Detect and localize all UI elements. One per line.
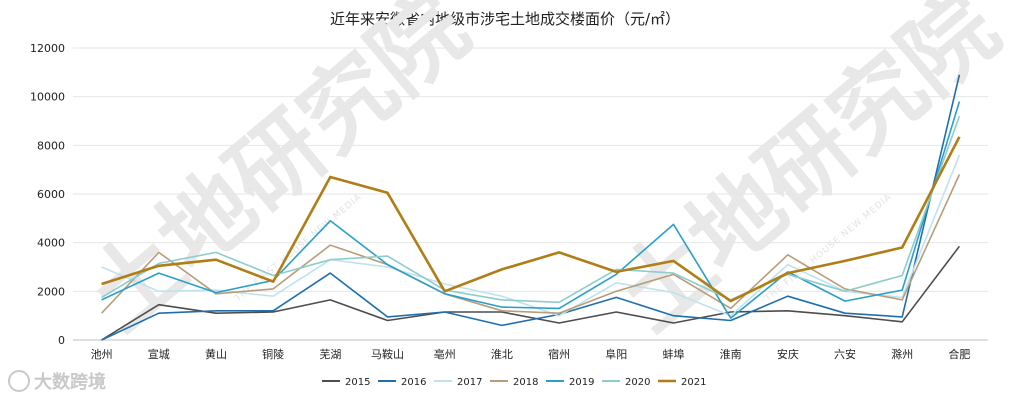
legend-item-2021: 2021	[658, 377, 706, 388]
x-tick-label: 宿州	[548, 347, 570, 361]
brand-logo: 大数跨境	[8, 368, 106, 394]
legend-label: 2020	[625, 377, 650, 388]
legend-label: 2018	[513, 377, 538, 388]
series-line-2016	[101, 74, 961, 341]
legend-item-2019: 2019	[546, 377, 594, 388]
legend-item-2016: 2016	[378, 377, 426, 388]
y-tick-label: 2000	[37, 285, 65, 298]
legend: 2015 2016 2017 2018 2019 2020 2021	[322, 377, 706, 388]
x-tick-label: 亳州	[434, 347, 456, 361]
series-line-2021	[101, 136, 961, 303]
legend-item-2017: 2017	[434, 377, 482, 388]
x-tick-label: 蚌埠	[662, 347, 684, 361]
brand-name: 大数跨境	[34, 372, 106, 393]
y-tick-label: 8000	[37, 139, 65, 152]
axes: 0 2000 4000 6000 8000 10000 12000 池州 宣城 黄山 铜陵 芜湖 马鞍山…	[30, 42, 970, 361]
x-tick-label: 阜阳	[605, 348, 627, 361]
legend-label: 2019	[569, 377, 594, 388]
series-line-2018	[101, 174, 961, 315]
x-tick-label: 铜陵	[262, 347, 284, 361]
y-tick-label: 0	[58, 334, 65, 347]
y-tick-label: 10000	[30, 91, 65, 104]
series-line-2017	[101, 154, 961, 317]
x-tick-label: 合肥	[948, 347, 970, 361]
x-tick-label: 马鞍山	[371, 347, 404, 361]
legend-item-2018: 2018	[490, 377, 538, 388]
series-line-2015	[101, 245, 961, 341]
legend-item-2020: 2020	[602, 377, 650, 388]
series-line-2019	[101, 101, 961, 319]
x-tick-label: 安庆	[777, 347, 799, 361]
x-tick-label: 宣城	[148, 347, 170, 361]
legend-label: 2016	[401, 377, 426, 388]
x-tick-label: 黄山	[205, 347, 227, 361]
chart-title: 近年来安徽省内地级市涉宅土地成交楼面价（元/㎡）	[329, 10, 681, 28]
x-tick-label: 淮南	[720, 348, 742, 361]
x-tick-label: 滁州	[891, 347, 913, 361]
svg-text:土地研究院: 土地研究院	[597, 0, 1010, 351]
x-tick-label: 淮北	[491, 348, 513, 361]
y-tick-label: 6000	[37, 188, 65, 201]
legend-label: 2021	[681, 377, 706, 388]
x-tick-label: 芜湖	[319, 347, 341, 361]
y-tick-label: 4000	[37, 237, 65, 250]
x-tick-label: 六安	[834, 347, 856, 361]
legend-label: 2017	[457, 377, 482, 388]
legend-label: 2015	[345, 377, 370, 388]
y-tick-label: 12000	[30, 42, 65, 55]
x-tick-label: 池州	[91, 348, 113, 361]
svg-text:土地研究院: 土地研究院	[67, 0, 488, 351]
brand-icon	[8, 370, 30, 392]
series-line-2020	[101, 115, 961, 304]
legend-item-2015: 2015	[322, 377, 370, 388]
series-lines	[101, 74, 961, 341]
